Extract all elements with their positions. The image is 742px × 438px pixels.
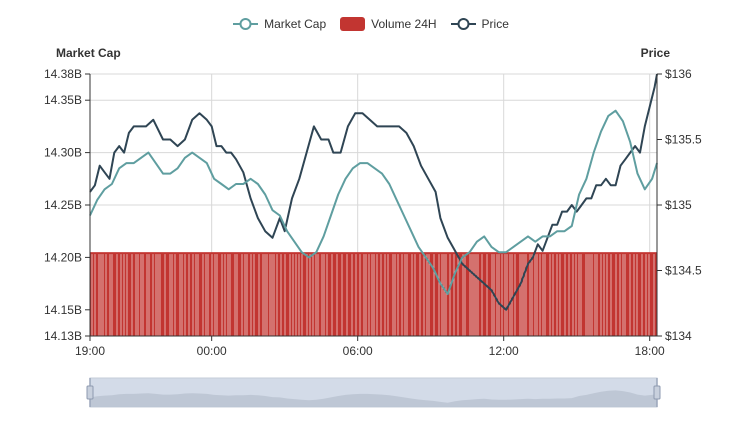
legend-item-volume-24h[interactable]: Volume 24H [340, 17, 437, 31]
x-tick-label: 06:00 [343, 344, 373, 358]
x-tick-label: 00:00 [197, 344, 227, 358]
y-right-tick-label: $136 [665, 67, 692, 81]
series-line-price [89, 73, 658, 311]
rect-icon [340, 17, 366, 31]
y-left-title: Market Cap [56, 46, 121, 60]
y-left-tick-label: 14.13B [44, 329, 82, 343]
legend-label: Volume 24H [371, 17, 437, 31]
y-right-tick-label: $134.5 [665, 264, 702, 278]
series-lines [89, 73, 658, 311]
slider-handle-right[interactable] [653, 378, 661, 407]
x-tick-label: 12:00 [489, 344, 519, 358]
y-left-tick-label: 14.38B [44, 67, 82, 81]
slider-handle-left[interactable] [86, 378, 94, 407]
y-left-tick-label: 14.15B [44, 303, 82, 317]
legend-label: Market Cap [264, 17, 327, 31]
legend-label: Price [481, 17, 509, 31]
y-right-tick-label: $135 [665, 198, 692, 212]
y-left-tick-label: 14.20B [44, 250, 82, 264]
axes: 14.13B 14.15B 14.20B 14.25B 14.30B 14.35B 14.3… [44, 67, 702, 358]
slider-preview-area [90, 390, 657, 407]
x-tick-label: 18:00 [635, 344, 665, 358]
y-left-tick-label: 14.25B [44, 198, 82, 212]
slider-handle-grip [86, 385, 94, 400]
y-right-tick-label: $135.5 [665, 133, 702, 147]
y-left-tick-label: 14.30B [44, 146, 82, 160]
line-circle-icon [450, 18, 476, 30]
volume-bars [90, 252, 657, 336]
line-circle-icon [233, 18, 259, 30]
y-right-tick-label: $134 [665, 329, 692, 343]
volume-area [90, 252, 657, 336]
x-tick-label: 19:00 [75, 344, 105, 358]
data-zoom-slider[interactable] [86, 377, 661, 408]
legend: Market Cap Volume 24H Price [0, 17, 742, 31]
legend-item-market-cap[interactable]: Market Cap [233, 17, 326, 31]
series-line-market-cap [89, 109, 658, 296]
y-right-title: Price [640, 46, 670, 60]
y-left-tick-label: 14.35B [44, 93, 82, 107]
slider-handle-grip [653, 385, 661, 400]
legend-item-price[interactable]: Price [450, 17, 509, 31]
